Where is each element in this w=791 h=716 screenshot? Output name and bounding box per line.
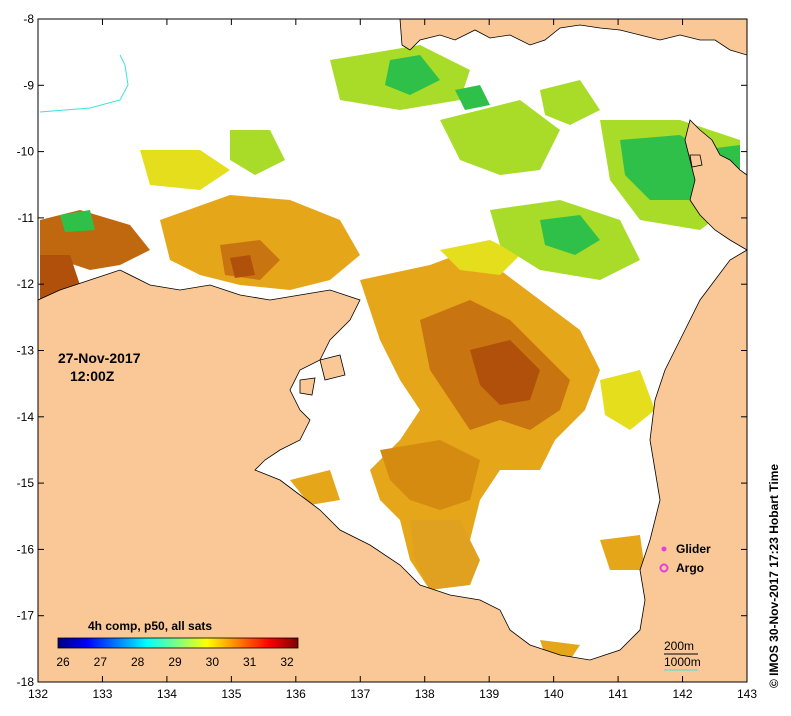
obs-legend: Glider Argo: [659, 542, 711, 575]
lat-tick-label: -13: [17, 344, 35, 358]
lon-axis: 132 133 134 135 136 137 138 139 140 141 142 143: [28, 19, 757, 701]
lon-tick-label: 134: [157, 687, 177, 701]
colorbar-tick-label: 26: [56, 655, 70, 669]
colorbar-tick-label: 31: [243, 655, 257, 669]
colorbar-title: 4h comp, p50, all sats: [88, 619, 212, 633]
lat-tick-label: -11: [18, 211, 35, 225]
lat-tick-label: -16: [17, 542, 35, 556]
land: [38, 19, 747, 682]
lon-tick-label: 138: [415, 687, 435, 701]
lat-tick-label: -17: [17, 609, 35, 623]
lon-tick-label: 137: [350, 687, 370, 701]
lat-tick-label: -15: [17, 476, 35, 490]
lat-tick-label: -14: [17, 410, 35, 424]
depth-1000-label: 1000m: [664, 655, 701, 669]
date-label: 27-Nov-2017: [58, 350, 141, 366]
lat-axis: -8 -9 -10 -11 -12 -13 -14 -15 -16 -17 -18: [17, 12, 747, 689]
colorbar-gradient: [57, 637, 299, 649]
lon-tick-label: 135: [221, 687, 241, 701]
lon-tick-label: 141: [608, 687, 628, 701]
lat-tick-label: -8: [23, 12, 34, 26]
lat-tick-label: -9: [23, 78, 34, 92]
depth-legend: 200m 1000m: [664, 639, 701, 671]
lon-tick-label: 133: [92, 687, 112, 701]
colorbar-tick-label: 28: [131, 655, 145, 669]
lon-tick-label: 140: [544, 687, 564, 701]
glider-marker-icon: [661, 546, 667, 552]
time-label: 12:00Z: [70, 368, 115, 384]
lat-tick-label: -18: [17, 675, 35, 689]
bathy-1000m-line: [39, 54, 129, 113]
colorbar-tick-label: 27: [94, 655, 108, 669]
argo-label: Argo: [676, 561, 704, 575]
lon-tick-label: 139: [479, 687, 499, 701]
lon-tick-label: 136: [286, 687, 306, 701]
argo-marker-icon: [659, 563, 669, 573]
lat-tick-label: -10: [17, 145, 35, 159]
lon-tick-label: 132: [28, 687, 48, 701]
colorbar-tick-label: 32: [280, 655, 294, 669]
credit-label: © IMOS 30-Nov-2017 17:23 Hobart Time: [767, 464, 781, 688]
sst-patches: [40, 45, 740, 660]
glider-label: Glider: [676, 542, 711, 556]
colorbar-tick-label: 30: [206, 655, 220, 669]
colorbar-ticks: 26 27 28 29 30 31 32: [56, 655, 294, 669]
depth-200-label: 200m: [664, 639, 694, 653]
lat-tick-label: -12: [17, 277, 35, 291]
colorbar-tick-label: 29: [168, 655, 182, 669]
lon-tick-label: 142: [673, 687, 693, 701]
lon-tick-label: 143: [737, 687, 757, 701]
colorbar: 4h comp, p50, all sats 26 27 28 29 30 31 32: [56, 619, 299, 669]
